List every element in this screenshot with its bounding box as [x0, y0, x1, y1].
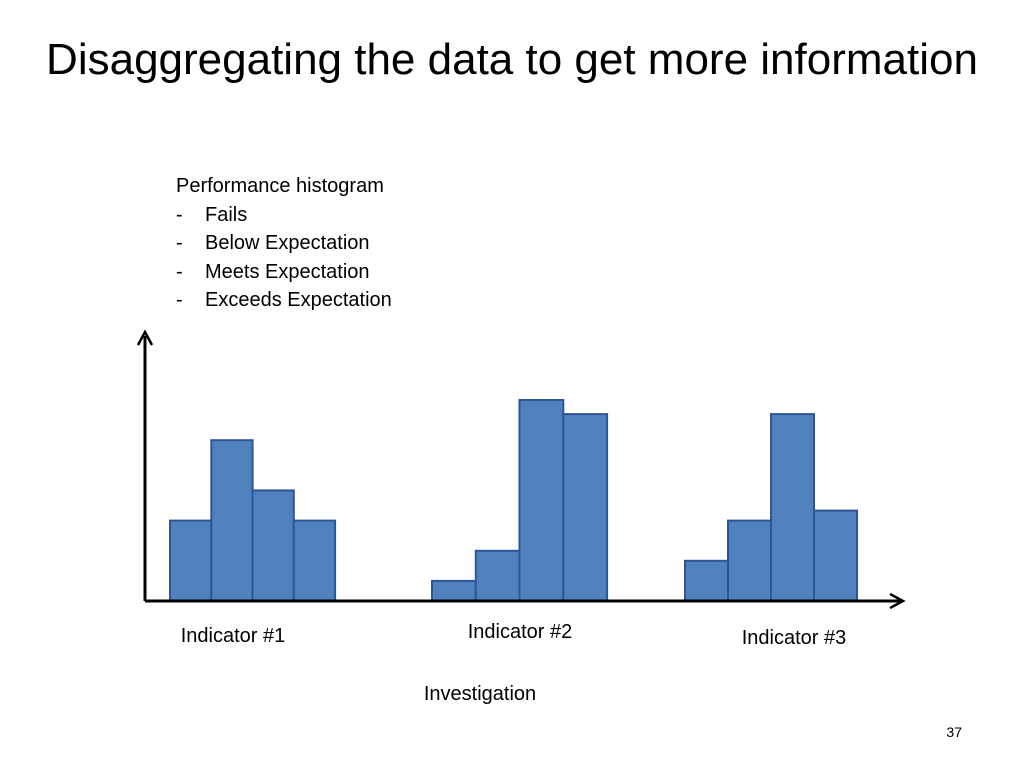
bar-indicator-3-exceeds-expectation	[813, 509, 858, 603]
bar-indicator-3-meets-expectation	[770, 413, 815, 602]
bar-indicator-3-fails	[684, 559, 729, 602]
x-axis-title: Investigation	[424, 683, 536, 705]
y-axis-arrowhead	[136, 329, 154, 346]
bar-indicator-1-meets-expectation	[251, 489, 295, 602]
legend-item-fails: - Fails	[176, 203, 248, 226]
histogram-legend: Performance histogram - Fails - Below Expe…	[176, 172, 392, 315]
bar-indicator-1-exceeds-expectation	[292, 519, 337, 602]
x-axis-arrowhead	[889, 592, 906, 610]
legend-item-label: Exceeds Expectation	[205, 289, 392, 311]
bar-indicator-1-fails	[169, 519, 213, 602]
legend-item-meets-expectation: - Meets Expectation	[176, 260, 370, 283]
x-tick-label-indicator-3: Indicator #3	[742, 627, 847, 649]
bar-indicator-2-below-expectation	[474, 549, 521, 603]
bar-indicator-2-fails	[431, 579, 477, 603]
legend-item-label: Below Expectation	[205, 232, 370, 254]
legend-item-exceeds-expectation: - Exceeds Expectation	[176, 289, 392, 311]
bar-indicator-2-meets-expectation	[518, 399, 565, 602]
bars-layer	[169, 399, 858, 603]
page-number: 37	[946, 724, 962, 740]
legend-item-label: Fails	[205, 203, 248, 226]
slide-title: Disaggregating the data to get more info…	[46, 35, 978, 84]
bar-indicator-2-exceeds-expectation	[562, 413, 609, 602]
legend-heading: Performance histogram	[176, 175, 384, 197]
x-tick-label-indicator-1: Indicator #1	[181, 625, 286, 647]
bar-indicator-1-below-expectation	[210, 439, 254, 603]
legend-item-label: Meets Expectation	[205, 260, 370, 283]
x-tick-label-indicator-2: Indicator #2	[468, 621, 573, 643]
bar-indicator-3-below-expectation	[727, 519, 772, 602]
legend-item-below-expectation: - Below Expectation	[176, 232, 370, 254]
